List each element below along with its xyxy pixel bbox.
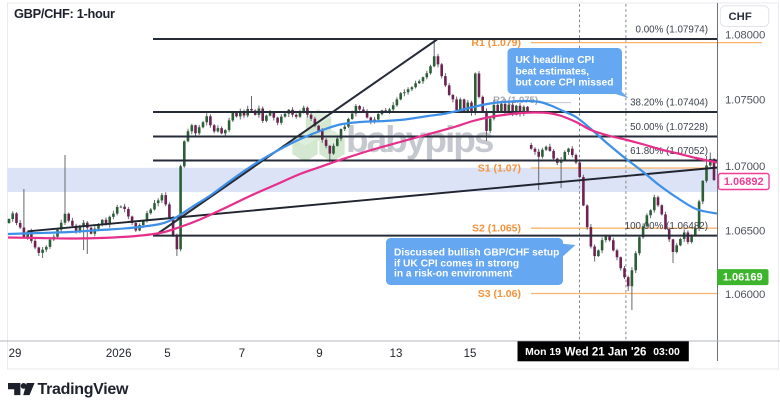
svg-text:7: 7	[239, 348, 245, 360]
svg-text:1.07000: 1.07000	[725, 161, 765, 173]
svg-text:if UK CPI comes in strong: if UK CPI comes in strong	[394, 258, 519, 269]
svg-text:but core CPI missed: but core CPI missed	[516, 78, 614, 89]
svg-text:29: 29	[9, 348, 22, 360]
svg-text:1.07500: 1.07500	[725, 94, 765, 106]
svg-text:Wed 21 Jan '26: Wed 21 Jan '26	[565, 346, 647, 358]
svg-text:38.20% (1.07404): 38.20% (1.07404)	[630, 97, 708, 108]
svg-text:S3 (1.06): S3 (1.06)	[478, 288, 521, 300]
svg-text:1.06500: 1.06500	[725, 226, 765, 238]
svg-text:beat estimates,: beat estimates,	[516, 66, 590, 77]
svg-text:1.06169: 1.06169	[723, 272, 763, 284]
svg-text:S2 (1.065): S2 (1.065)	[472, 222, 521, 234]
svg-text:50.00% (1.07228): 50.00% (1.07228)	[630, 122, 708, 133]
svg-text:1.08000: 1.08000	[725, 30, 765, 42]
svg-text:babypips: babypips	[346, 119, 494, 160]
svg-text:Mon 19: Mon 19	[525, 347, 561, 358]
svg-text:9: 9	[316, 348, 322, 360]
svg-text:1.06000: 1.06000	[725, 289, 765, 301]
svg-text:0.00% (1.07974): 0.00% (1.07974)	[636, 24, 708, 35]
svg-text:TradingView: TradingView	[38, 381, 130, 398]
svg-text:15: 15	[464, 348, 477, 360]
svg-text:S1 (1.07): S1 (1.07)	[478, 162, 521, 174]
svg-text:in a risk-on environment: in a risk-on environment	[394, 268, 513, 279]
svg-text:CHF: CHF	[729, 11, 752, 23]
svg-text:Discussed bullish GBP/CHF setu: Discussed bullish GBP/CHF setup	[394, 247, 559, 258]
svg-text:UK headline CPI: UK headline CPI	[516, 55, 595, 66]
svg-text:2026: 2026	[106, 348, 132, 360]
svg-text:5: 5	[164, 348, 170, 360]
svg-text:03:00: 03:00	[653, 347, 680, 358]
svg-text:100.00% (1.06482): 100.00% (1.06482)	[625, 221, 708, 232]
svg-text:13: 13	[390, 348, 403, 360]
svg-text:1.06892: 1.06892	[724, 176, 764, 188]
svg-text:GBP/CHF: 1-hour: GBP/CHF: 1-hour	[14, 6, 115, 21]
